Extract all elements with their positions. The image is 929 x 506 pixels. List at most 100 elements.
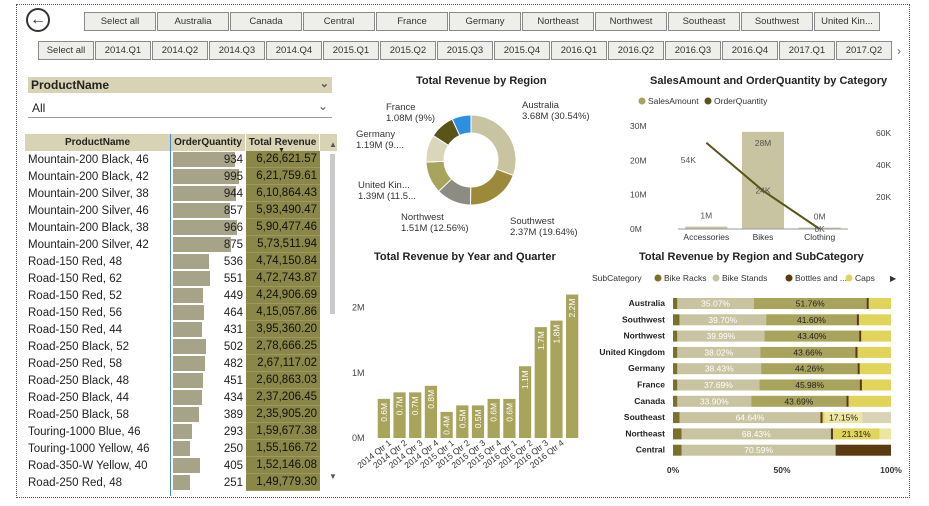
sales-bar[interactable]: [742, 131, 784, 229]
region-slicer-item[interactable]: Australia: [157, 12, 229, 31]
table-row[interactable]: Mountain-200 Black, 46 934 6,26,621.57: [25, 151, 337, 168]
table-row[interactable]: Road-150 Red, 56 464 4,15,057.86: [25, 304, 337, 321]
stacked-segment[interactable]: [751, 395, 847, 407]
quarter-slicer-item[interactable]: 2016.Q3: [665, 41, 721, 60]
revenue-bar[interactable]: [487, 398, 500, 438]
quarter-slicer-item[interactable]: 2015.Q3: [437, 41, 493, 60]
stacked-segment[interactable]: [830, 428, 834, 440]
revenue-bar[interactable]: [409, 392, 422, 438]
table-row[interactable]: Road-150 Red, 48 536 4,74,150.84: [25, 253, 337, 270]
legend-next-icon[interactable]: ▶: [890, 274, 897, 283]
table-row[interactable]: Road-150 Red, 52 449 4,24,906.69: [25, 287, 337, 304]
table-row[interactable]: Mountain-200 Black, 38 966 5,90,477.46: [25, 219, 337, 236]
table-row[interactable]: Road-150 Red, 44 431 3,95,360.20: [25, 321, 337, 338]
region-slicer-item[interactable]: Germany: [449, 12, 521, 31]
stacked-segment[interactable]: [835, 444, 891, 456]
stacked-segment[interactable]: [856, 314, 859, 326]
stacked-segment[interactable]: [761, 363, 858, 375]
region-slicer-item[interactable]: Canada: [230, 12, 302, 31]
table-row[interactable]: Touring-1000 Yellow, 46 250 1,55,166.72: [25, 440, 337, 457]
stacked-segment[interactable]: [859, 330, 862, 342]
stacked-segment[interactable]: [848, 395, 891, 407]
table-row[interactable]: Mountain-200 Silver, 42 875 5,73,511.94: [25, 236, 337, 253]
table-row[interactable]: Mountain-200 Black, 42 995 6,21,759.61: [25, 168, 337, 185]
revenue-bar[interactable]: [534, 327, 547, 438]
quarter-slicer-item[interactable]: 2017.Q2: [836, 41, 892, 60]
stacked-segment[interactable]: [673, 298, 678, 309]
table-row[interactable]: Road-250 Red, 48 251 1,49,779.30: [25, 474, 337, 491]
quarter-slicer-item[interactable]: 2016.Q2: [608, 41, 664, 60]
revenue-bar[interactable]: [518, 366, 532, 438]
stacked-segment[interactable]: [677, 379, 760, 391]
quarter-slicer-item[interactable]: 2014.Q4: [266, 41, 322, 60]
scroll-up-icon[interactable]: ▲: [329, 140, 337, 149]
legend-label[interactable]: Caps: [855, 273, 875, 283]
revenue-bar[interactable]: [566, 294, 579, 438]
revenue-bar[interactable]: [503, 398, 516, 438]
stacked-segment[interactable]: [677, 395, 752, 407]
stacked-segment[interactable]: [677, 298, 754, 309]
legend-label[interactable]: Bottles and ...: [795, 273, 847, 283]
stacked-segment[interactable]: [679, 314, 767, 326]
stacked-segment[interactable]: [673, 314, 680, 326]
stacked-segment[interactable]: [673, 346, 678, 358]
revenue-bar[interactable]: [550, 320, 563, 438]
table-row[interactable]: Mountain-200 Silver, 38 944 6,10,864.43: [25, 185, 337, 202]
stacked-segment[interactable]: [760, 346, 856, 358]
donut-slice[interactable]: [469, 168, 514, 206]
stacked-segment[interactable]: [677, 330, 765, 342]
column-header-revenue[interactable]: Total Revenue ▼: [246, 134, 320, 154]
quarter-slicer-item[interactable]: 2016.Q1: [551, 41, 607, 60]
region-slicer-item[interactable]: Southeast: [668, 12, 740, 31]
quarter-slicer-item[interactable]: 2017.Q1: [779, 41, 835, 60]
stacked-segment[interactable]: [879, 428, 891, 440]
column-header-product[interactable]: ProductName: [25, 134, 171, 151]
revenue-bar[interactable]: [440, 411, 453, 438]
region-slicer-item[interactable]: Select all: [84, 12, 156, 31]
scroll-down-icon[interactable]: ▼: [329, 472, 337, 481]
region-slicer-item[interactable]: Northeast: [522, 12, 594, 31]
stacked-segment[interactable]: [681, 428, 831, 440]
stacked-segment[interactable]: [846, 395, 849, 407]
revenue-bar[interactable]: [471, 405, 485, 438]
revenue-bar[interactable]: [424, 385, 438, 438]
chevron-down-icon[interactable]: ⌄: [319, 78, 329, 90]
stacked-segment[interactable]: [868, 298, 891, 309]
stacked-segment[interactable]: [764, 330, 860, 342]
revenue-bar[interactable]: [393, 392, 406, 438]
scroll-thumb[interactable]: [330, 154, 335, 314]
back-button[interactable]: ←: [26, 8, 50, 32]
stacked-segment[interactable]: [820, 412, 823, 424]
stacked-segment[interactable]: [677, 363, 762, 375]
stacked-segment[interactable]: [677, 346, 761, 358]
stacked-segment[interactable]: [857, 363, 860, 375]
stacked-segment[interactable]: [753, 298, 867, 309]
quarter-slicer-item[interactable]: 2014.Q3: [209, 41, 265, 60]
table-row[interactable]: Road-250 Black, 48 451 2,60,863.03: [25, 372, 337, 389]
sales-bar[interactable]: [685, 226, 728, 229]
chevron-right-icon[interactable]: ›: [897, 44, 901, 58]
stacked-segment[interactable]: [673, 412, 680, 424]
stacked-segment[interactable]: [673, 330, 678, 342]
stacked-segment[interactable]: [673, 363, 678, 375]
table-row[interactable]: Road-250 Black, 52 502 2,78,666.25: [25, 338, 337, 355]
quarter-slicer-item[interactable]: 2015.Q1: [323, 41, 379, 60]
table-scrollbar[interactable]: ▲ ▼: [329, 140, 337, 494]
region-slicer-item[interactable]: Southwest: [741, 12, 813, 31]
stacked-segment[interactable]: [862, 412, 891, 424]
stacked-segment[interactable]: [673, 395, 678, 407]
donut-slice[interactable]: [451, 114, 472, 137]
stacked-segment[interactable]: [861, 330, 891, 342]
stacked-segment[interactable]: [824, 412, 863, 424]
stacked-segment[interactable]: [766, 314, 857, 326]
quantity-line[interactable]: [705, 142, 821, 230]
stacked-segment[interactable]: [759, 379, 860, 391]
stacked-segment[interactable]: [857, 346, 891, 358]
table-row[interactable]: Road-250 Black, 58 389 2,35,905.20: [25, 406, 337, 423]
quarter-slicer-item[interactable]: 2014.Q2: [152, 41, 208, 60]
stacked-segment[interactable]: [822, 412, 825, 424]
region-slicer-item[interactable]: France: [376, 12, 448, 31]
stacked-segment[interactable]: [679, 412, 821, 424]
revenue-bar[interactable]: [377, 398, 390, 438]
stacked-segment[interactable]: [673, 444, 682, 456]
